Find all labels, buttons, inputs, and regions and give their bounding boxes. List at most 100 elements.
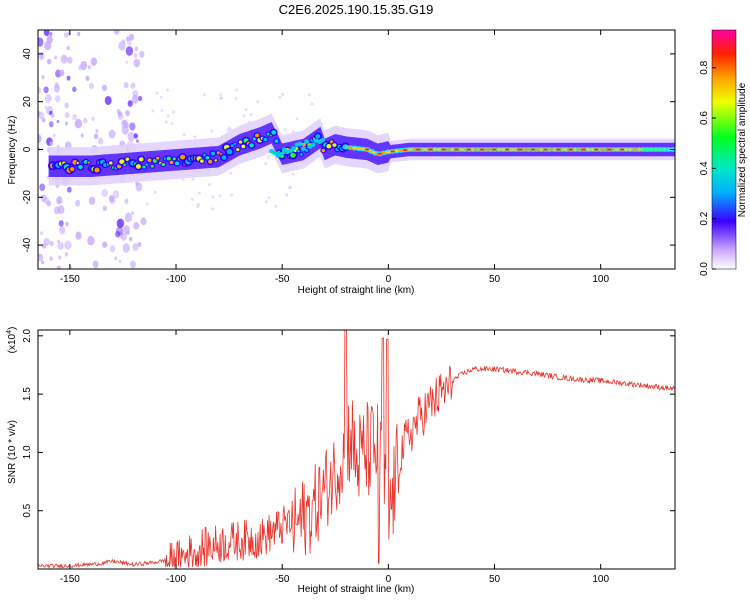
spectrogram-band-peak <box>459 148 465 151</box>
spectrogram-speckle <box>58 199 61 204</box>
spectrogram-speckle <box>38 253 44 262</box>
spectrogram-band-peak <box>352 146 358 150</box>
spectrogram-speckle <box>78 64 83 71</box>
spectrogram-speckle <box>113 30 120 35</box>
spectrogram-speckle <box>129 260 136 269</box>
spectrogram-speckle <box>90 57 98 66</box>
spectrogram-band-max <box>556 148 561 151</box>
spectrogram-marks <box>38 30 675 269</box>
spectrogram-speckle <box>172 110 176 114</box>
colorbar-ticks: 0.0 0.2 0.4 0.6 0.8 <box>699 60 716 276</box>
y-tick-label: 20 <box>22 96 33 108</box>
spectrogram-blob <box>304 139 310 144</box>
spectrogram-blob-core <box>249 143 254 148</box>
spectrogram-blob-core <box>263 137 268 142</box>
spectrogram-speckle <box>155 91 159 95</box>
spectrogram-speckle <box>244 107 248 111</box>
spectrogram-band-peak <box>497 148 503 151</box>
spectrogram-blob-core <box>172 157 176 161</box>
spectrogram-speckle <box>112 190 120 199</box>
spectrogram-band-peak <box>482 148 489 151</box>
spectrogram-speckle <box>88 82 94 90</box>
spectrogram-blob-core <box>179 154 186 160</box>
colorbar-tick-label: 0.4 <box>699 161 710 175</box>
x-tick-label: 100 <box>592 274 609 285</box>
spectrogram-blob-core <box>221 155 227 160</box>
spectrogram-blob-core <box>210 151 216 156</box>
spectrogram-speckle <box>98 137 104 145</box>
colorbar-label: Normalized spectral amplitude <box>737 82 748 217</box>
spectrogram-speckle <box>126 230 130 235</box>
spectrogram-blob-core <box>138 157 144 162</box>
spectrogram-speckle <box>123 82 129 89</box>
colorbar-tick-label: 0.8 <box>699 60 710 74</box>
spectrogram-band-max <box>479 148 484 151</box>
spectrogram-speckle <box>54 95 61 103</box>
spectrogram-speckle <box>230 193 234 197</box>
spectrogram-speckle <box>64 121 69 126</box>
spectrogram-speckle <box>133 133 138 139</box>
spectrogram-speckle <box>41 117 46 123</box>
spectrogram-speckle <box>122 120 126 126</box>
spectrogram-speckle <box>64 112 70 119</box>
spectrogram-speckle <box>226 128 230 132</box>
spectrogram-speckle <box>115 230 121 238</box>
y-tick-label: 2.0 <box>22 328 33 342</box>
spectrogram-blob-core <box>87 161 91 164</box>
spectrogram-speckle <box>57 239 60 244</box>
spectrogram-speckle <box>49 141 53 146</box>
y-tick-label: 0 <box>22 146 33 152</box>
x-tick-label: -100 <box>166 574 186 585</box>
spectrogram-speckle <box>211 195 215 199</box>
spectrogram-speckle <box>160 109 164 113</box>
spectrogram-blob <box>320 138 326 143</box>
spectrogram-band-peak <box>473 148 479 151</box>
spectrogram-speckle <box>72 113 78 121</box>
spectrogram-speckle <box>80 60 88 71</box>
spectrogram-speckle <box>102 241 108 248</box>
spectrogram-speckle <box>127 131 135 142</box>
snr-y-scale-exp: 4 <box>6 330 13 334</box>
spectrogram-band-max <box>594 148 599 151</box>
spectrogram-speckle <box>38 86 42 94</box>
spectrogram-speckle <box>95 129 99 134</box>
spectrogram-band-max <box>492 148 497 151</box>
spectrogram-band-peak <box>641 148 648 151</box>
spectrogram-band-peak <box>623 148 629 151</box>
spectrogram-band-max <box>530 148 535 151</box>
spectrogram-blob-core <box>255 133 260 138</box>
spectrogram-speckle <box>39 54 44 59</box>
spectrogram-blob-core <box>94 167 100 173</box>
spectrogram-speckle <box>109 245 116 253</box>
spectrogram-speckle <box>41 260 45 265</box>
snr-frame <box>37 329 676 570</box>
spectrogram-speckle <box>128 33 135 41</box>
spectrogram-speckle <box>266 155 270 159</box>
spectrogram-blob <box>291 146 297 151</box>
spectrogram-speckle <box>219 96 223 100</box>
spectrogram-speckle <box>127 40 132 46</box>
spectrogram-blob-core <box>156 156 160 160</box>
spectrogram-speckle <box>283 127 287 131</box>
spectrogram-speckle <box>295 117 299 121</box>
spectrogram-speckle <box>264 200 268 204</box>
spectrogram-speckle <box>130 82 136 89</box>
spectrogram-speckle <box>59 69 65 77</box>
spectrogram-speckle <box>122 243 131 253</box>
spectrogram-blob-core <box>200 159 204 163</box>
spectrogram-speckle <box>93 133 99 140</box>
spectrogram-speckle <box>291 172 295 176</box>
spectrogram-blob-core <box>274 139 279 143</box>
spectrogram-speckle <box>137 242 142 247</box>
spectrogram-speckle <box>121 125 129 135</box>
spectrogram-band-peak <box>534 148 540 151</box>
x-tick-label: 50 <box>489 274 501 285</box>
spectrogram-speckle <box>58 255 62 260</box>
spectrogram-speckle <box>310 102 314 106</box>
spectrogram-speckle <box>42 243 47 249</box>
spectrogram-band-max <box>568 148 574 151</box>
spectrogram-speckle <box>49 32 53 37</box>
spectrogram-speckle <box>38 37 44 47</box>
spectrogram-band-peak <box>422 148 428 151</box>
spectrogram-band-max <box>441 148 446 151</box>
